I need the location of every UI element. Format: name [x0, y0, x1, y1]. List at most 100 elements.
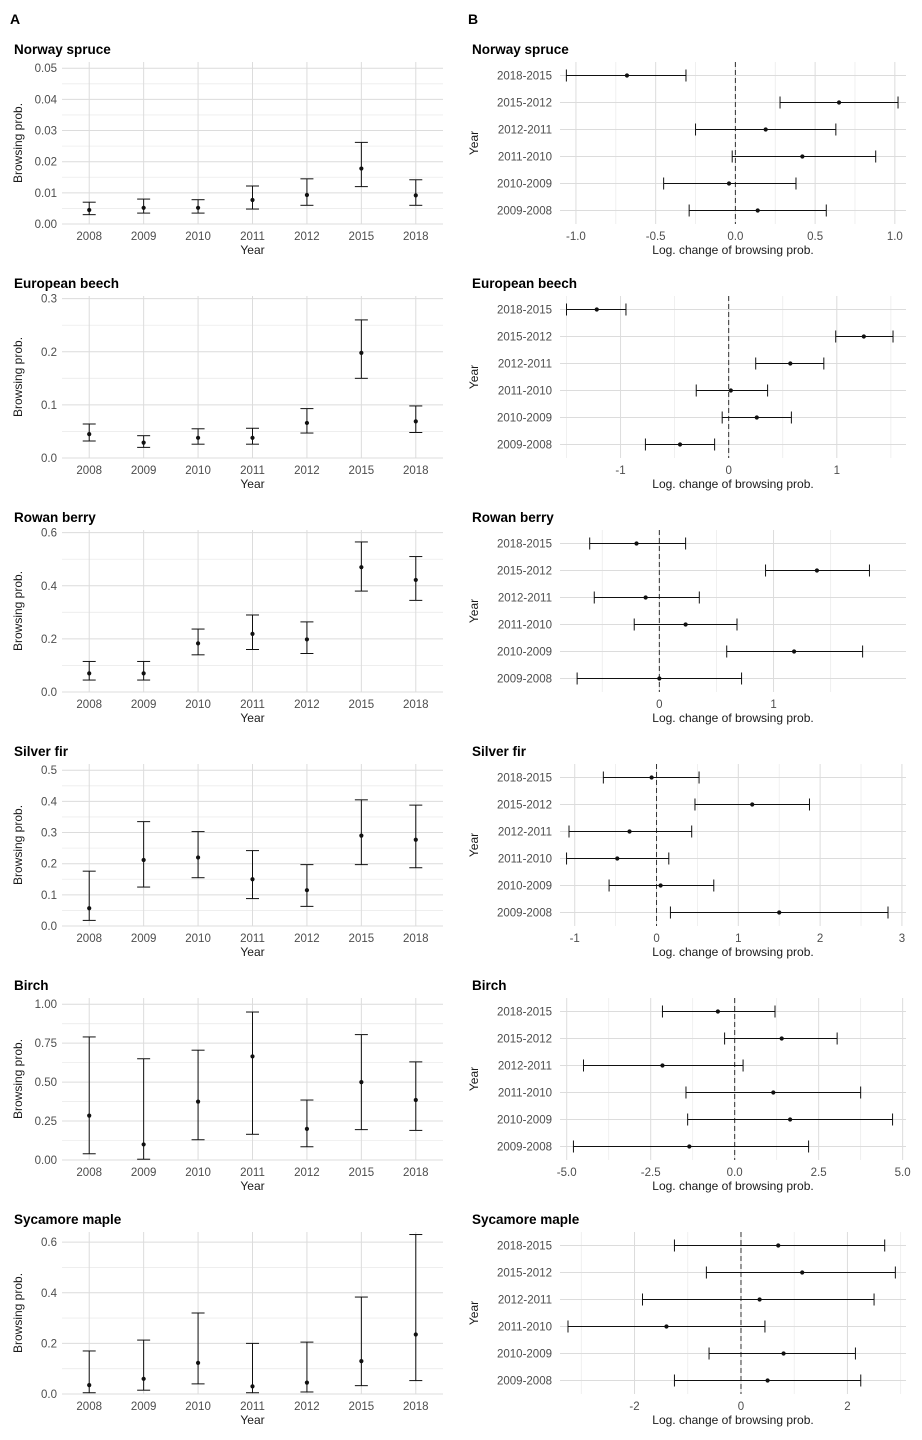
- y-tick-label: 0.1: [41, 890, 57, 902]
- y-tick-label: 2011-2010: [498, 854, 552, 866]
- x-tick-label: 1: [735, 933, 741, 945]
- x-tick-label: 2011: [240, 699, 265, 711]
- chart-b-norway-spruce: Norway spruce -1.0 -0.5 0.0 0.5 1.0 2018-2015 2…: [467, 42, 906, 257]
- y-tick-label: 2018-2015: [497, 1007, 552, 1019]
- x-tick-label: 0.5: [807, 231, 823, 243]
- data-point: [750, 802, 755, 807]
- x-tick-label: 2008: [76, 933, 102, 945]
- y-tick-label: 2015-2012: [497, 566, 552, 578]
- data-point: [87, 207, 92, 213]
- y-tick-label: 0.00: [35, 219, 57, 231]
- chart-title-b-sycamore-maple: Sycamore maple: [472, 1212, 580, 1227]
- x-tick-label: -1.0: [566, 231, 586, 243]
- x-tick-label: 2009: [131, 699, 157, 711]
- x-tick-label: 2010: [185, 1167, 211, 1179]
- chart-title-b-rowan-berry: Rowan berry: [472, 510, 554, 525]
- data-point: [141, 1376, 146, 1381]
- data-point: [649, 775, 654, 780]
- x-tick-label: 2.5: [811, 1167, 827, 1179]
- data-point: [359, 1358, 364, 1364]
- x-tick-label: 2015: [349, 1167, 375, 1179]
- data-point: [87, 1113, 92, 1118]
- x-axis-title: Log. change of browsing prob.: [652, 1179, 813, 1193]
- y-tick-label: 2011-2010: [498, 620, 552, 632]
- chart-title-b-birch: Birch: [472, 978, 507, 993]
- y-tick-label: 0.0: [41, 921, 57, 933]
- y-tick-label: 2009-2008: [497, 1142, 552, 1154]
- x-axis-title: Year: [240, 945, 264, 959]
- data-point: [757, 1297, 762, 1302]
- x-tick-label: 2012: [294, 699, 320, 711]
- data-point: [359, 166, 364, 171]
- x-axis-title: Log. change of browsing prob.: [652, 477, 813, 491]
- y-axis-title: Year: [467, 365, 481, 389]
- y-tick-label: 2018-2015: [497, 539, 552, 551]
- data-point: [359, 565, 364, 570]
- x-tick-label: 2015: [349, 933, 375, 945]
- chart-a-birch: Birch 0.00 0.25 0.50 0.75 1.00 2008 2009 2010 201…: [11, 978, 443, 1193]
- y-tick-label: 2018-2015: [497, 71, 552, 83]
- x-axis-title: Year: [240, 1179, 264, 1193]
- data-point: [657, 676, 662, 681]
- y-tick-label: 0.2: [41, 347, 57, 359]
- y-tick-label: 2015-2012: [497, 98, 552, 110]
- x-tick-label: 2011: [240, 231, 265, 243]
- y-axis-title: Browsing prob.: [11, 571, 25, 651]
- x-axis-title: Year: [240, 477, 264, 491]
- chart-title-a-norway-spruce: Norway spruce: [14, 42, 111, 57]
- data-point: [643, 595, 648, 600]
- y-tick-label: 0.02: [35, 157, 57, 169]
- y-tick-label: 2012-2011: [498, 125, 552, 137]
- data-point: [141, 440, 146, 445]
- y-tick-label: 0.3: [41, 294, 57, 306]
- y-tick-label: 0.5: [41, 765, 57, 777]
- chart-title-b-european-beech: European beech: [472, 276, 577, 291]
- data-point: [788, 361, 793, 366]
- data-point: [776, 1243, 781, 1248]
- data-point: [250, 435, 255, 440]
- data-point: [250, 197, 255, 203]
- x-tick-label: 2010: [185, 933, 211, 945]
- chart-a-norway-spruce: Norway spruce 0.00 0.01 0.02 0.03 0.04 0.05 200…: [11, 42, 443, 257]
- x-tick-label: -0.5: [646, 231, 666, 243]
- chart-title-a-european-beech: European beech: [14, 276, 119, 291]
- y-tick-label: 2015-2012: [497, 332, 552, 344]
- data-point: [836, 100, 842, 105]
- x-tick-label: 2009: [131, 465, 157, 477]
- x-axis-title: Log. change of browsing prob.: [652, 711, 813, 725]
- chart-b-silver-fir: Silver fir -1 0 1 2 3 2018-2015 2015-2012 2012-2…: [467, 744, 906, 959]
- data-point: [660, 1063, 665, 1068]
- data-point: [250, 1384, 255, 1389]
- x-tick-label: 0: [738, 1401, 744, 1413]
- y-tick-label: 0.0: [41, 1389, 57, 1401]
- data-point: [87, 906, 92, 911]
- data-point: [594, 307, 599, 312]
- y-tick-label: 0.00: [35, 1155, 57, 1167]
- y-axis-title: Year: [467, 599, 481, 623]
- x-tick-label: 2008: [76, 699, 102, 711]
- x-tick-label: -2: [629, 1401, 639, 1413]
- y-tick-label: 0.2: [41, 1338, 57, 1350]
- x-tick-label: 2015: [349, 231, 375, 243]
- y-axis-title: Browsing prob.: [11, 1039, 25, 1119]
- data-point: [195, 1360, 201, 1365]
- y-tick-label: 2011-2010: [498, 1322, 552, 1334]
- x-tick-label: -2.5: [641, 1167, 661, 1179]
- x-tick-label: 2011: [240, 1401, 265, 1413]
- data-point: [726, 181, 732, 186]
- x-tick-label: 2018: [403, 933, 429, 945]
- x-tick-label: 0: [653, 933, 659, 945]
- y-tick-label: 2018-2015: [497, 305, 552, 317]
- y-tick-label: 0.25: [35, 1116, 57, 1128]
- data-point: [304, 1126, 310, 1131]
- data-point: [754, 415, 759, 420]
- x-axis-title: Year: [240, 243, 264, 257]
- y-tick-label: 1.00: [35, 999, 57, 1011]
- data-point: [359, 833, 364, 838]
- chart-a-rowan-berry: Rowan berry 0.0 0.2 0.4 0.6 2008 2009 2010 2011 2…: [11, 510, 443, 725]
- data-point: [413, 837, 418, 842]
- x-tick-label: 2008: [76, 465, 102, 477]
- chart-title-a-silver-fir: Silver fir: [14, 744, 69, 759]
- x-tick-label: -5.0: [557, 1167, 577, 1179]
- data-point: [141, 857, 146, 863]
